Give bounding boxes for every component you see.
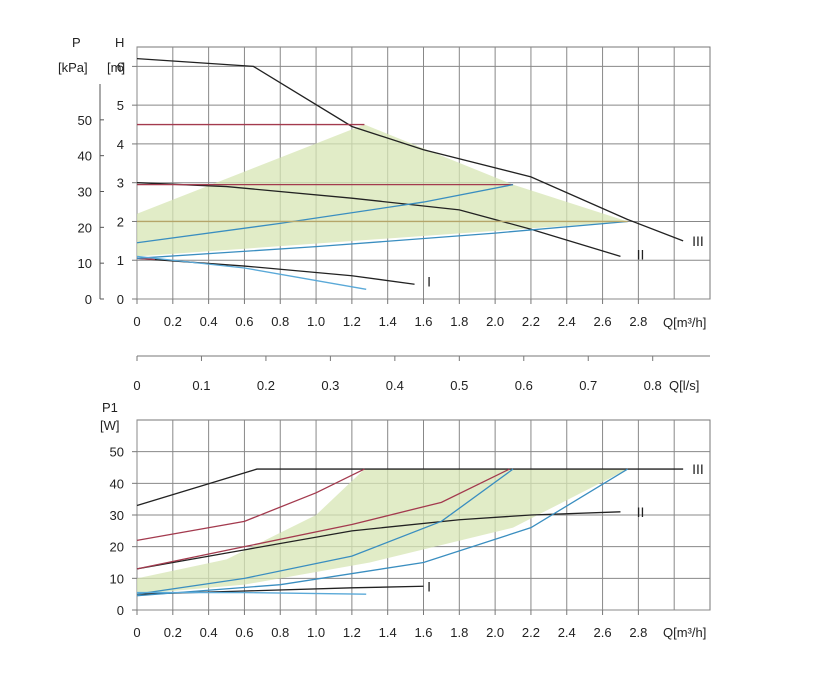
top-x-tick-label: 2.2 [522, 314, 540, 329]
bottom-curve [136, 468, 684, 507]
bottom-y-axis-label: P1 [102, 400, 118, 415]
top-curve-label: III [692, 233, 704, 249]
bottom-x-tick-label: 2.4 [558, 625, 576, 640]
bottom-chart-ticks: 0 0.2 0.4 0.6 0.8 1.0 1.2 1.4 1.6 1.8 2.0 2.2 2.4 2.6… [110, 445, 648, 640]
top-curve-label: II [637, 246, 645, 262]
top-x-tick-label: 1.2 [343, 314, 361, 329]
bottom-x-tick-label: 1.4 [379, 625, 397, 640]
bottom-y-axis-unit: [W] [100, 418, 120, 433]
middle-x-axis-label: Q[l/s] [669, 378, 699, 393]
top-x-tick-label: 1.8 [450, 314, 468, 329]
middle-x-tick-label: 0.3 [321, 378, 339, 393]
top-x-tick-label: 0 [133, 314, 140, 329]
bottom-y-tick-label: 0 [117, 603, 124, 618]
bottom-y-tick-label: 10 [110, 571, 124, 586]
top-curve [136, 57, 684, 242]
top-chart-grid [136, 47, 710, 300]
top-kpa-tick-label: 30 [78, 185, 92, 200]
top-x-tick-label: 2.4 [558, 314, 576, 329]
top-kpa-tick-label: 0 [85, 292, 92, 307]
top-y-tick-label: 3 [117, 176, 124, 191]
top-x-tick-label: 0.6 [235, 314, 253, 329]
bottom-curve [136, 468, 628, 597]
top-curve [136, 220, 628, 259]
top-y-axis-unit: [m] [107, 60, 125, 75]
bottom-operating-area [137, 469, 628, 595]
top-y-tick-label: 1 [117, 253, 124, 268]
top-kpa-tick-label: 50 [78, 113, 92, 128]
middle-x-tick-label: 0.5 [450, 378, 468, 393]
top-x-tick-label: 2.6 [594, 314, 612, 329]
bottom-x-tick-label: 1.0 [307, 625, 325, 640]
bottom-x-tick-label: 2.8 [629, 625, 647, 640]
middle-x-tick-label: 0.7 [579, 378, 597, 393]
top-left-axis-unit: [kPa] [58, 60, 88, 75]
middle-flow-axis: 0 0.1 0.2 0.3 0.4 0.5 0.6 0.7 0.8 [133, 355, 710, 393]
top-x-tick-label: 0.4 [200, 314, 218, 329]
top-y-tick-label: 0 [117, 292, 124, 307]
bottom-x-tick-label: 1.6 [414, 625, 432, 640]
top-kpa-tick-label: 40 [78, 149, 92, 164]
top-left-axis-label: P [72, 35, 81, 50]
top-curve [136, 182, 621, 257]
top-x-tick-label: 1.0 [307, 314, 325, 329]
bottom-y-tick-label: 20 [110, 540, 124, 555]
bottom-curve-label: III [692, 461, 704, 477]
top-curve [136, 183, 514, 244]
top-x-tick-label: 1.6 [414, 314, 432, 329]
bottom-x-tick-label: 0.4 [200, 625, 218, 640]
middle-x-tick-label: 0.6 [515, 378, 533, 393]
bottom-curve [136, 468, 514, 595]
middle-x-tick-label: 0.2 [257, 378, 275, 393]
top-y-axis-label: H [115, 35, 124, 50]
bottom-x-tick-label: 2.2 [522, 625, 540, 640]
top-curve-label: I [427, 274, 431, 290]
middle-x-tick-label: 0 [133, 378, 140, 393]
middle-x-tick-label: 0.1 [192, 378, 210, 393]
bottom-x-tick-label: 2.6 [594, 625, 612, 640]
top-x-tick-label: 0.2 [164, 314, 182, 329]
bottom-curve [136, 468, 510, 570]
bottom-curve-label: I [427, 578, 431, 594]
top-y-tick-label: 2 [117, 214, 124, 229]
bottom-x-tick-label: 1.2 [343, 625, 361, 640]
top-x-axis-label: Q[m³/h] [663, 315, 706, 330]
top-kpa-tick-label: 10 [78, 256, 92, 271]
top-curve [136, 255, 367, 290]
top-kpa-tick-label: 20 [78, 220, 92, 235]
top-x-tick-label: 2.0 [486, 314, 504, 329]
top-y-tick-label: 5 [117, 98, 124, 113]
bottom-x-tick-label: 0.6 [235, 625, 253, 640]
bottom-x-tick-label: 1.8 [450, 625, 468, 640]
top-y-tick-label: 6 [117, 59, 124, 74]
bottom-y-tick-label: 30 [110, 508, 124, 523]
top-operating-area [137, 124, 628, 257]
top-x-tick-label: 1.4 [379, 314, 397, 329]
bottom-x-tick-label: 0.2 [164, 625, 182, 640]
bottom-curve [136, 511, 621, 570]
bottom-curve [137, 591, 367, 595]
bottom-x-tick-label: 0.8 [271, 625, 289, 640]
bottom-x-tick-label: 0 [133, 625, 140, 640]
bottom-y-tick-label: 50 [110, 445, 124, 460]
bottom-chart-shaded-region [137, 469, 628, 595]
bottom-curve [136, 468, 365, 541]
top-curve [136, 257, 415, 285]
middle-x-tick-label: 0.8 [644, 378, 662, 393]
middle-x-tick-label: 0.4 [386, 378, 404, 393]
top-x-tick-label: 0.8 [271, 314, 289, 329]
top-chart-shaded-region [137, 124, 628, 257]
top-chart-ticks: 0 0.2 0.4 0.6 0.8 1.0 1.2 1.4 1.6 1.8 2.0 2.2 2.4 2.6… [117, 59, 648, 329]
bottom-x-axis-label: Q[m³/h] [663, 625, 706, 640]
bottom-y-tick-label: 40 [110, 476, 124, 491]
top-y-tick-label: 4 [117, 137, 124, 152]
top-x-tick-label: 2.8 [629, 314, 647, 329]
top-chart-left-axis: 0 10 20 30 40 50 [78, 84, 104, 307]
bottom-curve-label: II [637, 504, 645, 520]
bottom-x-tick-label: 2.0 [486, 625, 504, 640]
